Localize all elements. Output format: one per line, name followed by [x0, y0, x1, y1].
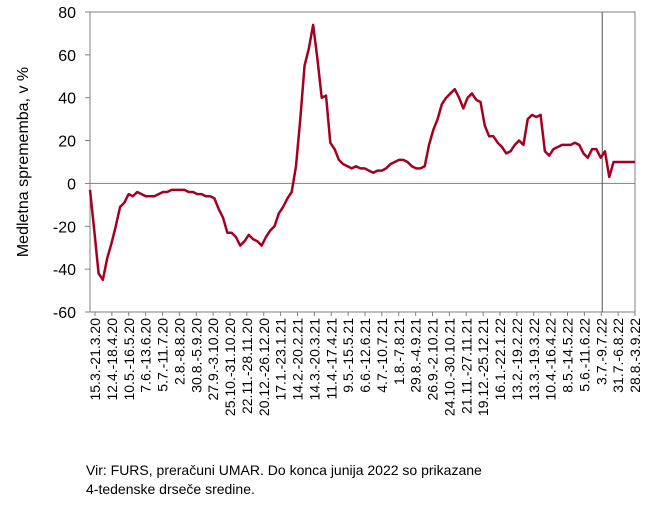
- x-tick-label: 9.5.-15.5.21: [340, 318, 356, 393]
- y-tick-label: 80: [58, 5, 76, 22]
- y-axis-ticks: 80 60 40 20 0 -20 -40 -60: [53, 5, 90, 322]
- line-chart: 80 60 40 20 0 -20 -40 -60 15.3.-21.3.20 12.4.-18…: [15, 5, 643, 416]
- x-tick-label: 25.10.-31.10.20: [222, 318, 238, 416]
- x-tick-label: 10.5.-16.5.20: [121, 318, 137, 401]
- x-tick-label: 24.10.-30.10.21: [441, 318, 457, 416]
- x-tick-label: 8.5.-14.5.22: [560, 318, 576, 393]
- x-tick-label: 30.8.-5.9.20: [188, 318, 204, 393]
- x-tick-label: 26.9.-2.10.21: [425, 318, 441, 401]
- x-tick-label: 31.7.-6.8.22: [610, 318, 626, 393]
- x-tick-label: 29.8.-4.9.21: [408, 318, 424, 393]
- source-note-continued: 4-tedenske drseče sredine.: [86, 481, 255, 497]
- x-tick-label: 19.12.-25.12.21: [475, 318, 491, 416]
- x-tick-label: 14.2.-20.2.21: [290, 318, 306, 401]
- x-tick-label: 28.8.-3.9.22: [627, 318, 643, 393]
- x-tick-label: 5.6.-11.6.22: [576, 318, 592, 392]
- plot-area: [89, 11, 636, 313]
- y-tick-label: 20: [58, 134, 76, 151]
- x-tick-label: 15.3.-21.3.20: [87, 318, 103, 401]
- x-tick-label: 17.1.-23.1.21: [273, 318, 289, 401]
- series-line: [88, 23, 635, 282]
- x-tick-label: 1.8.-7.8.21: [391, 318, 407, 385]
- x-tick-label: 21.11.-27.11.21: [458, 318, 474, 414]
- y-tick-label: -20: [53, 219, 76, 236]
- x-tick-label: 10.4.-16.4.22: [543, 318, 559, 401]
- y-tick-label: 0: [67, 176, 76, 193]
- x-tick-label: 4.7.-10.7.21: [374, 318, 390, 393]
- x-tick-label: 20.12.-26.12.20: [256, 318, 272, 416]
- y-tick-label: 40: [58, 91, 76, 108]
- x-tick-label: 13.3.-19.3.22: [526, 318, 542, 401]
- x-axis-ticks: 15.3.-21.3.20 12.4.-18.4.20 10.5.-16.5.20 7…: [87, 312, 643, 416]
- x-tick-label: 16.1.-22.1.22: [492, 318, 508, 401]
- y-axis-title: Medletna sprememba, v %: [15, 67, 32, 257]
- x-tick-label: 2.8.-8.8.20: [171, 318, 187, 385]
- x-tick-label: 22.11.-28.11.20: [239, 318, 255, 414]
- source-note: Vir: FURS, preračuni UMAR. Do konca juni…: [86, 462, 482, 478]
- y-tick-label: -40: [53, 262, 76, 279]
- x-tick-label: 11.4.-17.4.21: [323, 318, 339, 400]
- x-tick-label: 3.7.-9.7.22: [593, 318, 609, 385]
- x-tick-label: 14.3.-20.3.21: [306, 318, 322, 401]
- y-tick-label: -60: [53, 305, 76, 322]
- y-tick-label: 60: [58, 48, 76, 65]
- x-tick-label: 5.7.-11.7.20: [155, 318, 171, 392]
- x-tick-label: 13.2.-19.2.22: [509, 318, 525, 401]
- x-tick-label: 6.6.-12.6.21: [357, 318, 373, 393]
- x-tick-label: 27.9.-3.10.20: [205, 318, 221, 401]
- x-tick-label: 7.6.-13.6.20: [138, 318, 154, 393]
- x-tick-label: 12.4.-18.4.20: [104, 318, 120, 401]
